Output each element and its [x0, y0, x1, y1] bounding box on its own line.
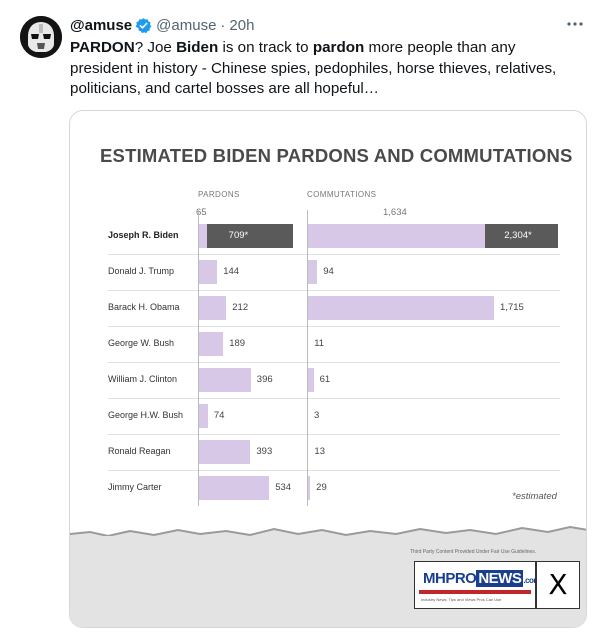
- tweet-text: PARDON? Joe Biden is on track to pardon …: [70, 38, 582, 100]
- row-label: George W. Bush: [108, 338, 175, 348]
- row-label: Donald J. Trump: [108, 266, 175, 276]
- pardons-value: 144: [223, 266, 240, 277]
- tweet-text-bold: pardon: [312, 39, 365, 56]
- display-name[interactable]: @amuse: [70, 16, 133, 34]
- x-logo-icon: X: [536, 561, 580, 609]
- row-divider: [108, 398, 560, 399]
- row-divider: [108, 290, 560, 291]
- row-divider: [108, 434, 560, 435]
- tweet-text-segment: more people than any president in histor…: [70, 39, 557, 97]
- pardons-bar-known: [198, 224, 207, 248]
- separator-dot: ·: [220, 16, 226, 34]
- logo-news: NEWS: [476, 570, 524, 587]
- pardons-bar: [198, 260, 218, 284]
- row-label: Joseph R. Biden: [108, 230, 179, 240]
- tweet-media-image[interactable]: ESTIMATED BIDEN PARDONS AND COMMUTATIONS…: [69, 110, 587, 628]
- commutations-header: COMMUTATIONS: [307, 190, 377, 199]
- pardons-value: 709*: [228, 230, 249, 241]
- logo-suffix: .com: [523, 576, 541, 585]
- pardons-bar: [198, 296, 227, 320]
- commutations-value: 13: [314, 446, 325, 457]
- tweet-text-bold: Biden: [176, 39, 219, 56]
- commutations-bar: [307, 368, 314, 392]
- row-label: Barack H. Obama: [108, 302, 180, 312]
- row-divider: [108, 326, 560, 327]
- pardons-bar: [198, 332, 224, 356]
- user-handle[interactable]: @amuse: [156, 16, 217, 34]
- stormtrooper-avatar-icon: [20, 16, 62, 58]
- logo-main: MHPRO: [423, 570, 477, 587]
- logo-tagline: Industry News, Tips and Views Pros Can U…: [421, 597, 502, 602]
- profile-avatar[interactable]: [20, 16, 62, 58]
- commutations-value: 94: [323, 266, 334, 277]
- commutations-value: 61: [319, 374, 331, 385]
- commutations-value: 11: [314, 338, 325, 349]
- row-divider: [108, 254, 560, 255]
- pardons-bar-estimated: [206, 224, 293, 248]
- estimated-footnote: *estimated: [512, 491, 557, 502]
- tweet-header: @amuse @amuse · 20h: [70, 15, 254, 35]
- pardons-value: 393: [256, 446, 273, 457]
- biden-known-commutations: 1,634: [383, 207, 407, 218]
- pardons-header: PARDONS: [198, 190, 240, 199]
- commutations-bar-known: [307, 224, 486, 248]
- tweet-text-bold: PARDON: [70, 39, 135, 56]
- biden-known-pardons: 65: [196, 207, 207, 218]
- commutations-value: 2,304*: [504, 230, 532, 241]
- verified-badge-icon: [135, 17, 152, 33]
- row-label: George H.W. Bush: [108, 410, 184, 420]
- pardons-value: 534: [275, 482, 292, 493]
- logo-stripe: [419, 590, 531, 594]
- pardons-bar: [198, 476, 270, 500]
- pardons-bar: [198, 368, 251, 392]
- commutations-value: 3: [314, 410, 320, 421]
- more-options-icon[interactable]: [566, 17, 584, 31]
- tweet-text-segment: ? Joe: [134, 39, 177, 56]
- chart-title: ESTIMATED BIDEN PARDONS AND COMMUTATIONS: [100, 145, 573, 166]
- watermark-caption: Third Party Content Provided Under Fair …: [410, 549, 537, 555]
- commutations-bar: [307, 476, 311, 500]
- pardons-value: 212: [232, 302, 249, 313]
- pardons-value: 189: [229, 338, 246, 349]
- pardons-axis: [198, 210, 199, 506]
- row-label: Jimmy Carter: [108, 482, 162, 492]
- timestamp[interactable]: 20h: [229, 16, 255, 34]
- row-divider: [108, 362, 560, 363]
- tweet-text-segment: is on track to: [218, 39, 313, 56]
- commutations-bar: [307, 296, 495, 320]
- row-divider: [108, 470, 560, 471]
- row-label: Ronald Reagan: [108, 446, 171, 456]
- row-label: William J. Clinton: [108, 374, 178, 384]
- commutations-value: 29: [316, 482, 327, 493]
- pardons-bar: [198, 440, 251, 464]
- pardons-value: 396: [256, 374, 273, 385]
- commutations-bar: [307, 260, 318, 284]
- commutations-value: 1,715: [500, 302, 524, 313]
- pardons-value: 74: [213, 410, 225, 421]
- mhpronews-logo: MHPRO NEWS .com Industry News, Tips and Vi…: [414, 561, 541, 609]
- watermark: Third Party Content Provided Under Fair …: [410, 549, 582, 619]
- pardons-bar: [198, 404, 208, 428]
- commutations-axis: [307, 210, 308, 506]
- commutations-bar-estimated: [485, 224, 559, 248]
